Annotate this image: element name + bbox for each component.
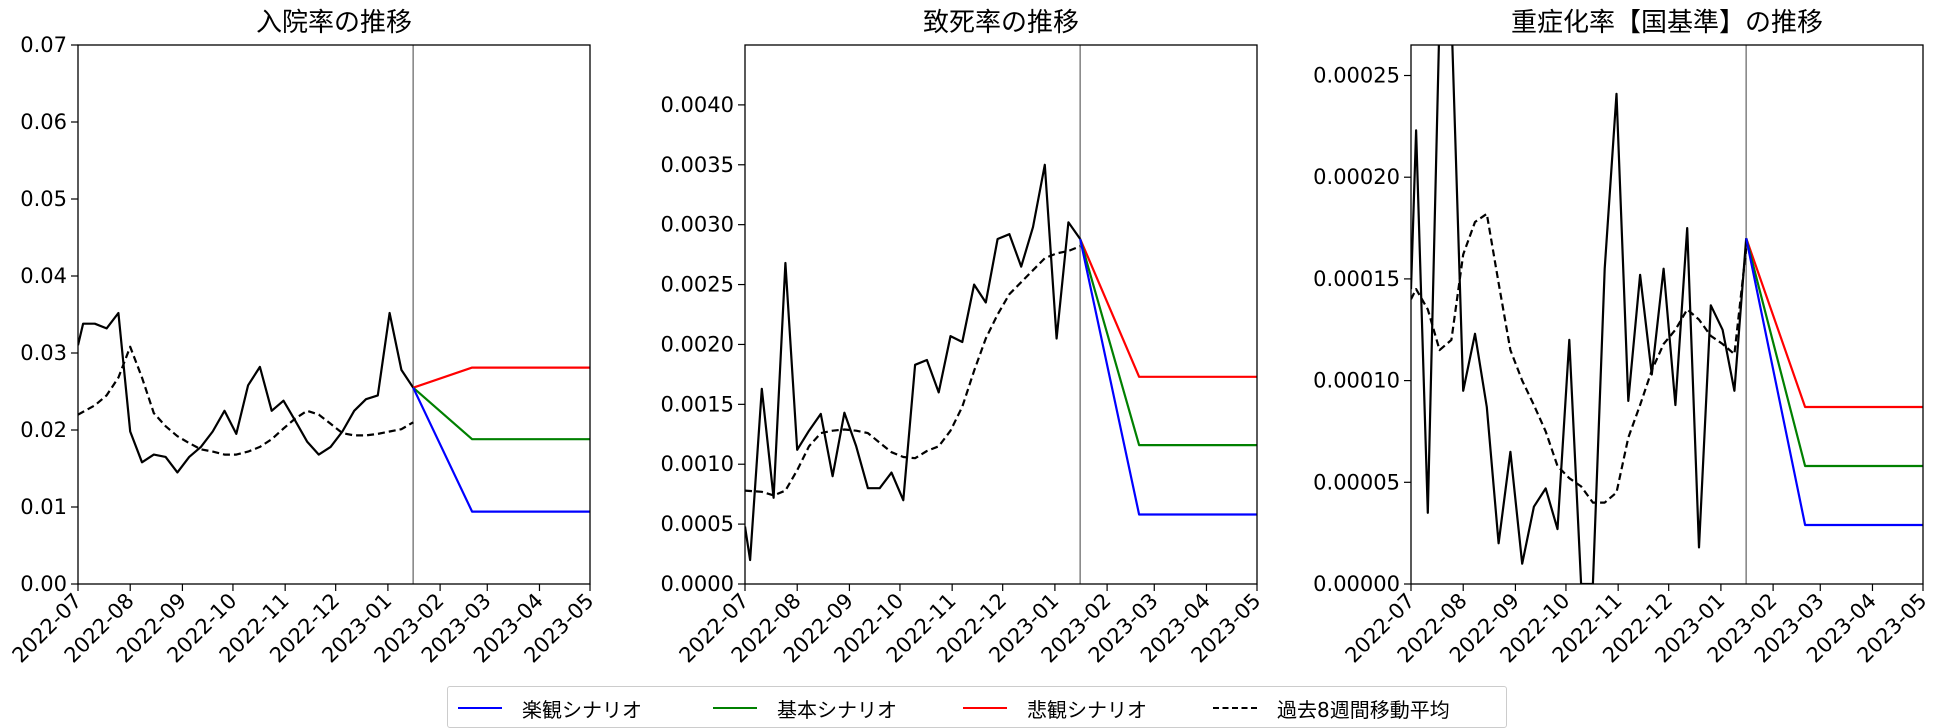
y-tick-label: 0.00010: [1313, 369, 1400, 393]
axes-frame: [1410, 44, 1924, 585]
panel-fatality-rate: 致死率の推移 0.0000 0.0005 0.0010 0.0015 0.0020 0.00…: [661, 8, 1266, 668]
series-line-baseline: [412, 386, 590, 441]
axes-frame: [744, 44, 1258, 585]
chart-title: 致死率の推移: [923, 8, 1079, 38]
legend-item-baseline: 基本シナリオ: [713, 694, 897, 722]
legend-label-optimistic: 楽観シナリオ: [522, 697, 642, 722]
y-tick-label: 0.0020: [661, 332, 734, 356]
plot-area: [745, 163, 1257, 562]
series-line-pessimistic: [1079, 238, 1257, 378]
series-line-baseline: [1079, 238, 1257, 447]
series-line-pessimistic: [1745, 237, 1923, 409]
y-tick-label: 0.01: [20, 495, 67, 519]
y-tick-label: 0.06: [20, 110, 67, 134]
legend-swatch-moving-average: [1213, 707, 1257, 709]
legend-label-pessimistic: 悲観シナリオ: [1027, 697, 1147, 722]
series-line-moving-average: [78, 345, 414, 456]
y-tick-label: 0.03: [20, 341, 67, 365]
series-line-moving-average: [745, 245, 1081, 497]
y-tick-label: 0.0025: [661, 273, 734, 297]
y-tick-label: 0.0035: [661, 153, 734, 177]
series-line-baseline: [1745, 237, 1923, 468]
legend-item-moving-average: 過去8週間移動平均: [1213, 694, 1450, 722]
plot-area: [78, 311, 590, 513]
y-tick-label: 0.0000: [661, 572, 734, 596]
legend-swatch-pessimistic: [963, 707, 1007, 709]
series-line-optimistic: [1079, 238, 1257, 516]
series-line-pessimistic: [412, 366, 590, 389]
panel-severity-rate: 重症化率【国基準】の推移 0.00000 0.00005 0.00010 0.00015…: [1313, 8, 1931, 668]
series-line-actual: [745, 163, 1082, 562]
series-line-optimistic: [1745, 237, 1923, 527]
y-tick-label: 0.00020: [1313, 165, 1400, 189]
legend-item-pessimistic: 悲観シナリオ: [963, 694, 1147, 722]
y-tick-label: 0.0040: [661, 93, 734, 117]
y-tick-label: 0.00000: [1313, 572, 1400, 596]
legend-swatch-optimistic: [458, 707, 502, 709]
series-line-moving-average: [1411, 212, 1748, 504]
y-tick-label: 0.0005: [661, 512, 734, 536]
y-tick-label: 0.04: [20, 264, 67, 288]
y-tick-label: 0.0010: [661, 452, 734, 476]
series-line-actual: [1411, 45, 1748, 584]
chart-legend: 楽観シナリオ 基本シナリオ 悲観シナリオ 過去8週間移動平均: [447, 686, 1507, 728]
y-tick-label: 0.02: [20, 418, 67, 442]
plot-area: [1411, 45, 1923, 584]
chart-title: 入院率の推移: [256, 8, 412, 38]
y-tick-label: 0.00: [20, 572, 67, 596]
y-tick-label: 0.00015: [1313, 267, 1400, 291]
series-line-optimistic: [412, 387, 590, 513]
legend-label-moving-average: 過去8週間移動平均: [1277, 697, 1450, 722]
axes-frame: [77, 44, 591, 585]
chart-title: 重症化率【国基準】の推移: [1511, 8, 1823, 38]
legend-label-baseline: 基本シナリオ: [777, 697, 897, 722]
legend-swatch-baseline: [713, 707, 757, 709]
y-tick-label: 0.05: [20, 187, 67, 211]
y-tick-label: 0.07: [20, 33, 67, 57]
legend-item-optimistic: 楽観シナリオ: [458, 694, 642, 722]
series-line-actual: [78, 311, 415, 474]
y-tick-label: 0.0015: [661, 392, 734, 416]
y-tick-label: 0.00005: [1313, 470, 1400, 494]
panel-hospitalization-rate: 入院率の推移0.000.010.020.030.040.050.060.0720…: [8, 8, 599, 668]
y-tick-label: 0.0030: [661, 213, 734, 237]
y-tick-label: 0.00025: [1313, 64, 1400, 88]
